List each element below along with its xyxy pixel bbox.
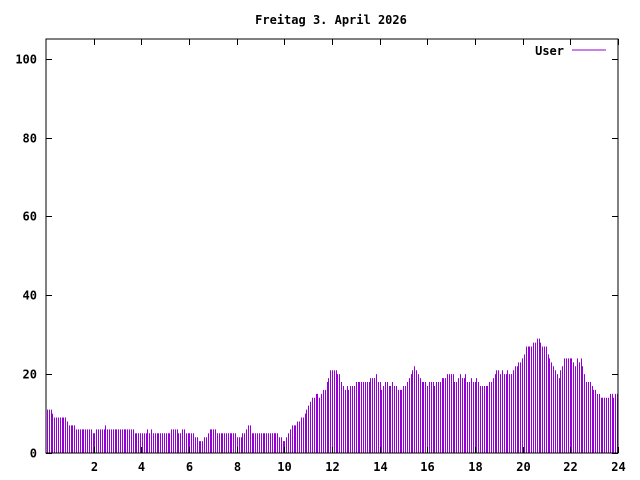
x-tick-label: 24: [611, 460, 625, 474]
y-tick-label: 100: [15, 53, 37, 67]
legend-label-user: User: [535, 44, 564, 58]
x-tick-label: 12: [325, 460, 339, 474]
bar-series-user: [47, 338, 618, 453]
x-tick-label: 8: [234, 460, 241, 474]
y-tick-label: 40: [23, 289, 37, 303]
y-axis: 0 20 40 60 80 100: [15, 53, 618, 461]
y-tick-label: 0: [30, 447, 37, 461]
x-tick-label: 6: [186, 460, 193, 474]
x-tick-label: 10: [277, 460, 291, 474]
legend: User: [535, 44, 606, 58]
x-tick-label: 16: [420, 460, 434, 474]
x-tick-label: 14: [373, 460, 387, 474]
x-tick-label: 18: [468, 460, 482, 474]
x-tick-label: 20: [516, 460, 530, 474]
x-tick-label: 22: [563, 460, 577, 474]
y-tick-label: 60: [23, 210, 37, 224]
y-tick-label: 20: [23, 368, 37, 382]
chart-title: Freitag 3. April 2026: [255, 13, 407, 27]
y-tick-label: 80: [23, 132, 37, 146]
x-tick-label: 4: [138, 460, 145, 474]
x-tick-label: 2: [91, 460, 98, 474]
x-axis: 2 4 6 8 10 12 14 16 18 20 22 24: [91, 39, 626, 474]
